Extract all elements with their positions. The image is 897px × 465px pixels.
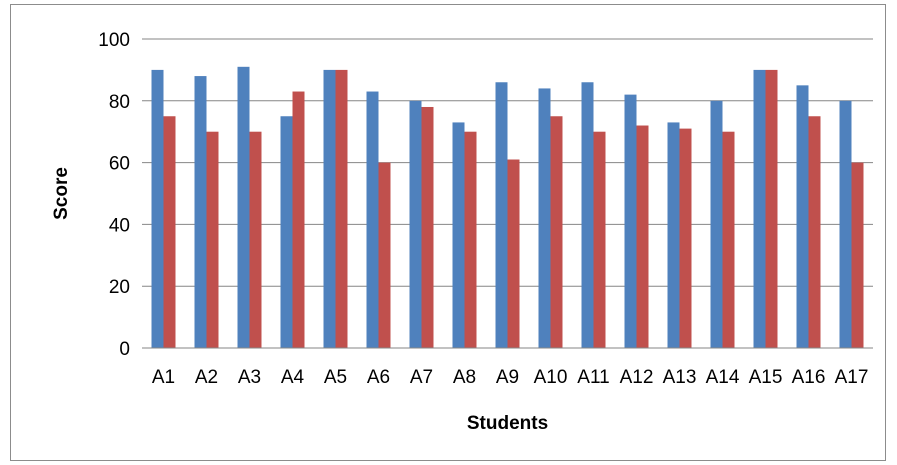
bar-series1-A9 [495, 82, 508, 348]
bar-series1-A17 [839, 100, 852, 348]
x-tick-label: A12 [620, 367, 654, 388]
bar-series2-A7 [421, 106, 434, 348]
x-tick-label: A7 [410, 367, 433, 388]
bar-series2-A10 [550, 116, 563, 348]
bar-series2-A16 [808, 116, 821, 348]
bar-series1-A15 [753, 69, 766, 349]
bar-series1-A11 [581, 82, 594, 348]
bar-series2-A9 [507, 159, 520, 348]
bar-series2-A8 [464, 131, 477, 348]
bar-series1-A6 [366, 91, 379, 348]
y-tick-label: 100 [98, 30, 130, 51]
x-tick-label: A6 [367, 367, 390, 388]
bar-series2-A2 [206, 131, 219, 348]
y-axis-title: Score [51, 167, 72, 220]
x-tick-label: A16 [792, 367, 826, 388]
bar-series2-A13 [679, 128, 692, 348]
bar-series2-A6 [378, 162, 391, 348]
y-tick-label: 40 [109, 215, 130, 236]
bar-series2-A15 [765, 69, 778, 349]
x-tick-label: A14 [706, 367, 740, 388]
x-tick-label: A2 [195, 367, 218, 388]
y-tick-label: 0 [119, 339, 130, 360]
x-tick-label: A3 [238, 367, 261, 388]
y-tick-label: 80 [109, 92, 130, 113]
bar-series2-A11 [593, 131, 606, 348]
bar-series1-A2 [194, 76, 207, 348]
x-tick-label: A5 [324, 367, 347, 388]
x-tick-label: A13 [663, 367, 697, 388]
x-tick-label: A15 [749, 367, 783, 388]
bar-series1-A5 [323, 69, 336, 349]
bar-series1-A14 [710, 100, 723, 348]
bar-series2-A17 [851, 162, 864, 348]
bars [151, 66, 864, 349]
bar-series2-A12 [636, 125, 649, 349]
y-axis-tick-labels: 0 20 40 60 80 100 [98, 30, 130, 360]
x-tick-label: A9 [496, 367, 519, 388]
bar-series2-A3 [249, 131, 262, 348]
bar-series1-A10 [538, 88, 551, 348]
bar-series2-A4 [292, 91, 305, 348]
bar-series2-A1 [163, 116, 176, 348]
y-tick-label: 20 [109, 277, 130, 298]
bar-series1-A16 [796, 85, 809, 348]
x-tick-label: A1 [152, 367, 175, 388]
bar-series2-A5 [335, 69, 348, 349]
x-axis-title: Students [467, 413, 548, 434]
x-tick-label: A10 [534, 367, 568, 388]
bar-series1-A7 [409, 100, 422, 348]
x-tick-label: A4 [281, 367, 305, 388]
x-tick-label: A17 [835, 367, 869, 388]
bar-series1-A12 [624, 94, 637, 349]
bar-series1-A13 [667, 122, 680, 349]
x-axis-tick-labels: A1 A2 A3 A4 A5 A6 A7 A8 A9 A10 A11 A12 A13 A14 A15 A16 A… [152, 367, 869, 388]
bar-series1-A1 [151, 69, 164, 349]
x-tick-label: A8 [453, 367, 476, 388]
bar-series2-A14 [722, 131, 735, 348]
x-tick-label: A11 [577, 367, 609, 388]
bar-series1-A3 [237, 66, 250, 348]
y-tick-label: 60 [109, 154, 130, 175]
bar-series1-A4 [280, 116, 293, 348]
bar-series1-A8 [452, 122, 465, 349]
